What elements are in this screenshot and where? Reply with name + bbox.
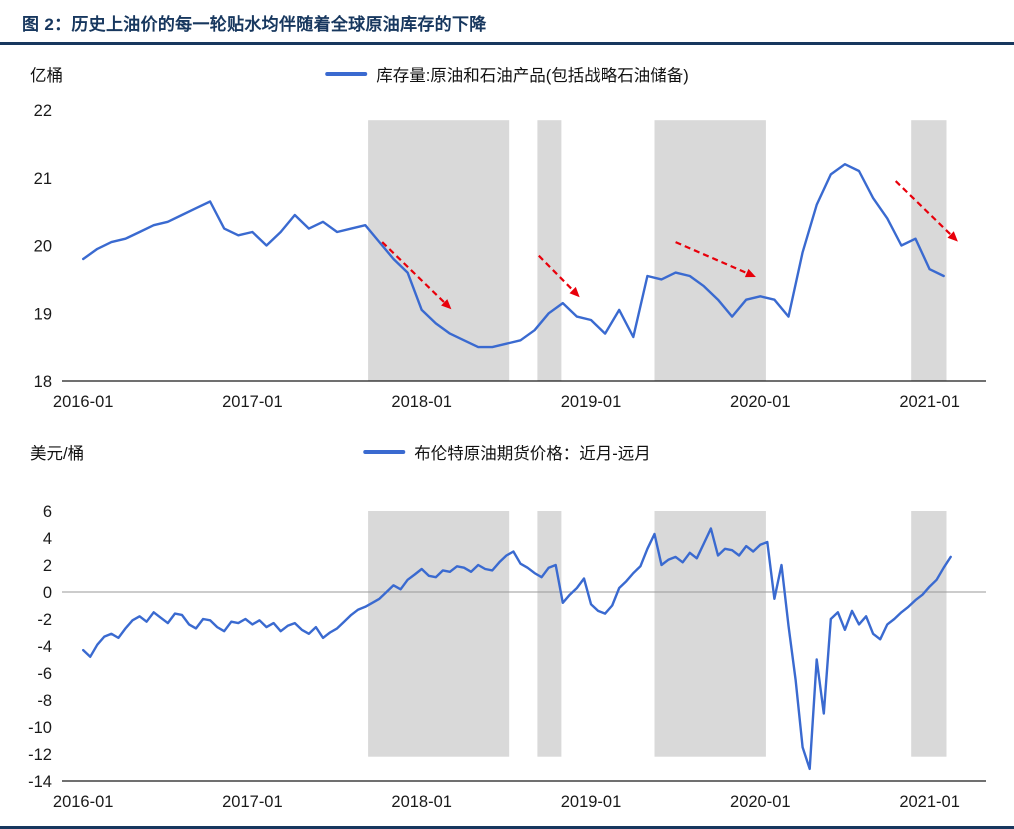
svg-text:21: 21: [34, 170, 52, 188]
svg-text:-2: -2: [37, 611, 52, 629]
svg-text:2017-01: 2017-01: [222, 393, 283, 411]
inventory-legend-label: 库存量:原油和石油产品(包括战略石油储备): [376, 67, 689, 85]
legend-line-swatch: [325, 72, 368, 76]
svg-text:18: 18: [34, 373, 52, 391]
svg-text:2: 2: [43, 557, 52, 575]
svg-text:2021-01: 2021-01: [899, 393, 960, 411]
figure-header: 图 2：历史上油价的每一轮贴水均伴随着全球原油库存的下降: [0, 0, 1014, 45]
svg-text:2021-01: 2021-01: [899, 793, 960, 811]
svg-text:-4: -4: [37, 638, 52, 656]
svg-text:2017-01: 2017-01: [222, 793, 283, 811]
inventory-y-axis-unit-label: 亿桶: [30, 67, 63, 85]
svg-text:19: 19: [34, 305, 52, 323]
svg-text:2019-01: 2019-01: [561, 793, 622, 811]
figure-title: 图 2：历史上油价的每一轮贴水均伴随着全球原油库存的下降: [22, 15, 487, 34]
brent-spread-legend: 布伦特原油期货价格：近月-远月: [363, 440, 651, 464]
svg-text:2018-01: 2018-01: [391, 393, 452, 411]
brent-spread-legend-label: 布伦特原油期货价格：近月-远月: [414, 445, 651, 463]
svg-text:6: 6: [43, 503, 52, 521]
svg-text:4: 4: [43, 530, 52, 548]
svg-text:22: 22: [34, 102, 52, 120]
svg-text:2016-01: 2016-01: [53, 393, 114, 411]
svg-text:-12: -12: [28, 746, 52, 764]
header-divider: [0, 42, 1014, 45]
inventory-chart-header: 亿桶 库存量:原油和石油产品(包括战略石油储备): [0, 59, 1014, 87]
svg-text:-6: -6: [37, 665, 52, 683]
svg-text:-10: -10: [28, 719, 52, 737]
svg-text:-8: -8: [37, 692, 52, 710]
svg-text:20: 20: [34, 238, 52, 256]
svg-text:0: 0: [43, 584, 52, 602]
svg-text:-14: -14: [28, 773, 52, 791]
legend-line-swatch: [363, 450, 406, 454]
svg-text:2020-01: 2020-01: [730, 393, 791, 411]
inventory-chart-section: 亿桶 库存量:原油和石油产品(包括战略石油储备) 22 21 20 19 18 2016-…: [0, 59, 1014, 421]
svg-text:2016-01: 2016-01: [53, 793, 114, 811]
brent-spread-chart-section: 美元/桶 布伦特原油期货价格：近月-远月 6 4 2 0 -2 -4 -6 -8 -10 -12 -…: [0, 437, 1014, 826]
svg-text:2020-01: 2020-01: [730, 793, 791, 811]
svg-text:2019-01: 2019-01: [561, 393, 622, 411]
spread-y-axis-unit-label: 美元/桶: [30, 445, 85, 463]
svg-text:2018-01: 2018-01: [391, 793, 452, 811]
brent-spread-chart-header: 美元/桶 布伦特原油期货价格：近月-远月: [0, 437, 1014, 465]
inventory-legend: 库存量:原油和石油产品(包括战略石油储备): [325, 62, 689, 86]
bottom-divider: [0, 826, 1014, 829]
